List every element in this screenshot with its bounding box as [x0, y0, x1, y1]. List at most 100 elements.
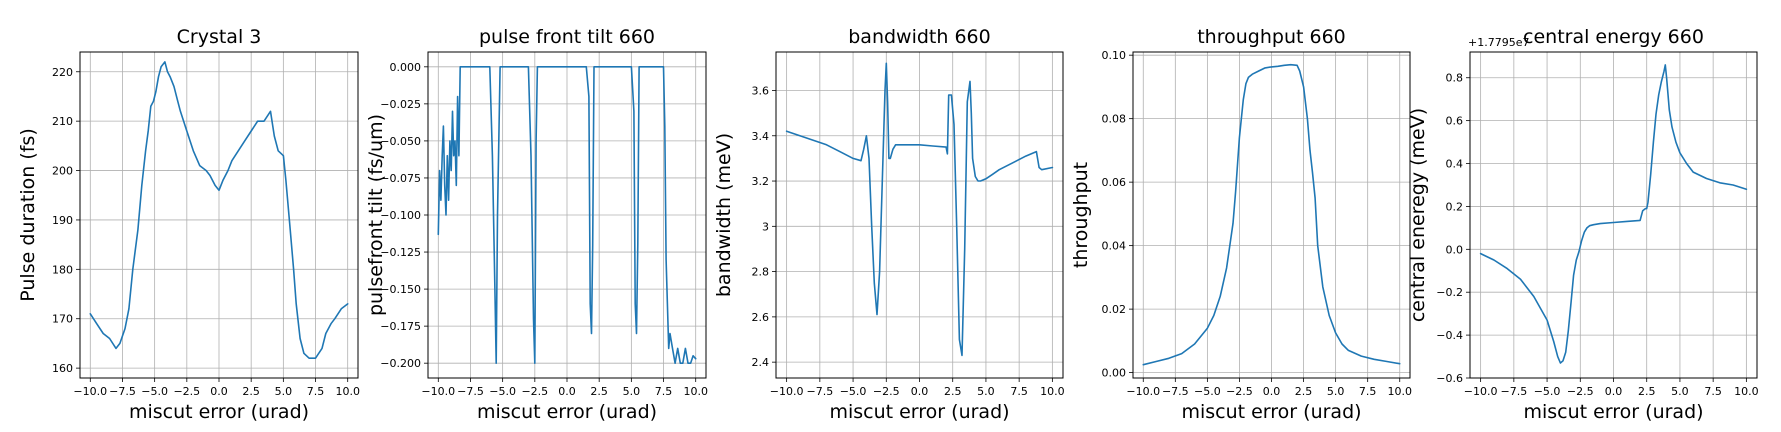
y-tick-label: 160: [52, 362, 73, 375]
subplot-5: −10.0 −7.5 −5.0 −2.5 0.0 2.5 5.0 7.5 10.0 −0.6 −0.…: [1407, 26, 1759, 423]
y-tick-label: 0.06: [1102, 176, 1127, 189]
x-axis-label: miscut error (urad): [1523, 401, 1703, 423]
x-tick-label: 10.0: [1040, 385, 1065, 398]
y-tick-label: 2.8: [752, 266, 770, 279]
x-axis-label: miscut error (urad): [1181, 401, 1361, 423]
x-tick-label: 0.0: [1605, 385, 1623, 398]
y-tick-label: 0.0: [1446, 243, 1464, 256]
x-tick-label: −7.5: [1500, 385, 1527, 398]
y-tick-label: 190: [52, 214, 73, 227]
y-tick-label: 0.00: [1102, 367, 1127, 380]
x-tick-label: 10.0: [1387, 385, 1412, 398]
chart-title: throughput 660: [1197, 26, 1346, 48]
x-tick-label: −7.5: [109, 385, 136, 398]
y-tick-label: −0.125: [380, 246, 421, 259]
x-axis-label: miscut error (urad): [129, 401, 309, 423]
y-tick-label: 0.10: [1102, 49, 1127, 62]
y-tick-label: −0.050: [380, 135, 421, 148]
x-tick-label: 7.5: [655, 385, 673, 398]
subplot-3: −10.0 −7.5 −5.0 −2.5 0.0 2.5 5.0 7.5 10.0 2.4 2.6 2…: [713, 26, 1065, 423]
series-line: [1142, 63, 1401, 366]
x-tick-label: −10.0: [73, 385, 107, 398]
y-axis-label: Pulse duration (fs): [17, 128, 39, 301]
chart-title: central energy 660: [1523, 26, 1704, 48]
y-tick-label: 0.000: [390, 61, 422, 74]
x-tick-label: 2.5: [590, 385, 608, 398]
series-line: [437, 66, 697, 364]
x-tick-label: 0.0: [911, 385, 929, 398]
x-tick-label: −10.0: [770, 385, 804, 398]
x-tick-label: −2.5: [1226, 385, 1253, 398]
y-axis-label: throughput: [1070, 162, 1092, 268]
chart-title: Crystal 3: [177, 26, 262, 48]
x-tick-label: −2.5: [173, 385, 200, 398]
series-line: [1479, 64, 1748, 364]
x-tick-label: −7.5: [1162, 385, 1189, 398]
x-tick-label: 10.0: [683, 385, 708, 398]
y-tick-label: 210: [52, 115, 73, 128]
y-tick-label: 0.4: [1446, 158, 1464, 171]
subplot-4: −10.0 −7.5 −5.0 −2.5 0.0 2.5 5.0 7.5 10.0 0.00 0.0…: [1070, 26, 1412, 423]
x-tick-label: 5.0: [977, 385, 995, 398]
x-tick-label: −2.5: [521, 385, 548, 398]
x-tick-label: −5.0: [141, 385, 168, 398]
x-tick-label: −5.0: [489, 385, 516, 398]
x-axis-label: miscut error (urad): [829, 401, 1009, 423]
x-axis-label: miscut error (urad): [477, 401, 657, 423]
x-tick-label: 7.5: [1010, 385, 1028, 398]
x-tick-label: −10.0: [1464, 385, 1498, 398]
x-tick-label: 7.5: [307, 385, 325, 398]
x-tick-label: −5.0: [1194, 385, 1221, 398]
x-tick-label: 2.5: [1295, 385, 1313, 398]
x-tick-label: −2.5: [1567, 385, 1594, 398]
y-tick-label: 200: [52, 165, 73, 178]
chart-title: bandwidth 660: [848, 26, 990, 48]
y-tick-label: 2.4: [752, 356, 770, 369]
series-line: [785, 62, 1054, 357]
x-tick-label: −10.0: [421, 385, 455, 398]
x-tick-label: 7.5: [1359, 385, 1377, 398]
x-tick-label: −5.0: [840, 385, 867, 398]
x-tick-label: 2.5: [1638, 385, 1656, 398]
y-axis-label: bandwidth (meV): [713, 133, 735, 297]
subplots-container: −10.0 −7.5 −5.0 −2.5 0.0 2.5 5.0 7.5 10.01601701…: [17, 26, 1759, 423]
y-tick-label: 0.04: [1102, 240, 1127, 253]
x-tick-label: 5.0: [1327, 385, 1345, 398]
y-tick-label: −0.100: [380, 209, 421, 222]
series-line: [89, 61, 349, 359]
y-axis-label: central eneregy (meV): [1407, 108, 1429, 322]
x-tick-label: 0.0: [210, 385, 228, 398]
y-tick-label: 0.6: [1446, 115, 1464, 128]
y-tick-label: 3.2: [752, 175, 770, 188]
y-tick-label: 220: [52, 66, 73, 79]
x-tick-label: 7.5: [1704, 385, 1722, 398]
x-tick-label: −7.5: [806, 385, 833, 398]
y-tick-label: −0.075: [380, 172, 421, 185]
y-tick-label: −0.025: [380, 98, 421, 111]
x-tick-label: 5.0: [275, 385, 293, 398]
x-tick-label: 10.0: [335, 385, 360, 398]
x-tick-label: 0.0: [558, 385, 576, 398]
subplot-1: −10.0 −7.5 −5.0 −2.5 0.0 2.5 5.0 7.5 10.0 160 170 1…: [17, 26, 360, 423]
y-tick-label: −0.4: [1436, 329, 1463, 342]
x-tick-label: 5.0: [1671, 385, 1689, 398]
x-tick-label: −5.0: [1534, 385, 1561, 398]
y-tick-label: 180: [52, 263, 73, 276]
y-tick-label: 3.6: [752, 84, 770, 97]
y-tick-label: −0.6: [1436, 372, 1463, 385]
x-tick-label: −7.5: [457, 385, 484, 398]
x-tick-label: −10.0: [1126, 385, 1160, 398]
x-tick-label: 2.5: [242, 385, 260, 398]
y-tick-label: 0.02: [1102, 303, 1127, 316]
x-tick-label: 5.0: [623, 385, 641, 398]
x-tick-label: −2.5: [873, 385, 900, 398]
x-tick-label: 0.0: [1263, 385, 1281, 398]
y-tick-label: 2.6: [752, 311, 770, 324]
y-tick-label: −0.2: [1436, 286, 1463, 299]
y-tick-label: −0.175: [380, 320, 421, 333]
y-axis-label: pulsefront tilt (fs/um): [365, 114, 387, 316]
x-tick-label: 10.0: [1734, 385, 1759, 398]
y-tick-label: 3: [762, 220, 769, 233]
y-tick-label: 170: [52, 313, 73, 326]
